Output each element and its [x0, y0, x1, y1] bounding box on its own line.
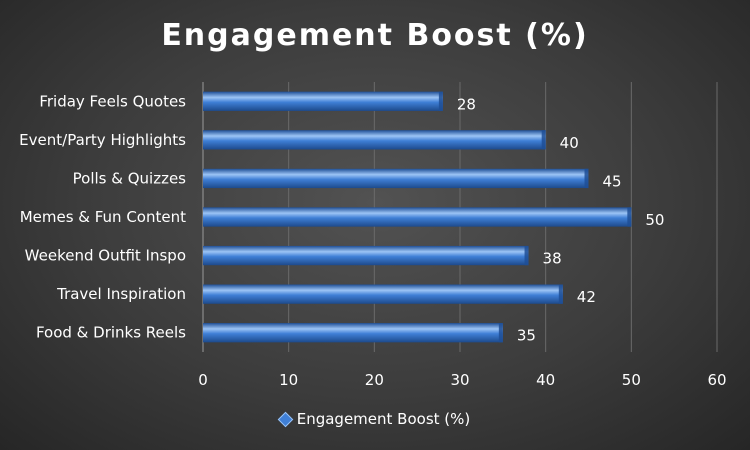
bar-cap-1: [541, 130, 546, 150]
bar-5: [203, 284, 563, 304]
x-tick-label-4: 40: [536, 371, 555, 389]
data-label-2: 45: [603, 172, 622, 190]
data-label-6: 35: [517, 327, 536, 345]
legend-swatch: [277, 411, 294, 427]
category-label-2: Polls & Quizzes: [73, 169, 187, 187]
bar-cap-3: [627, 207, 632, 227]
x-tick-label-3: 30: [450, 371, 469, 389]
category-label-6: Food & Drinks Reels: [36, 324, 186, 342]
category-label-4: Weekend Outfit Inspo: [25, 247, 186, 265]
bar-4: [203, 245, 529, 266]
bar-0: [203, 91, 443, 111]
bar-cap-5: [558, 284, 563, 304]
x-tick-label-2: 20: [365, 371, 384, 389]
data-label-3: 50: [645, 211, 664, 229]
x-tick-label-0: 0: [198, 371, 208, 389]
category-label-0: Friday Feels Quotes: [39, 92, 186, 110]
legend: Engagement Boost (%): [0, 410, 750, 428]
bar-cap-0: [438, 91, 443, 111]
x-tick-label-5: 50: [622, 371, 641, 389]
legend-label: Engagement Boost (%): [296, 410, 471, 428]
bar-2: [203, 168, 589, 189]
category-label-3: Memes & Fun Content: [20, 208, 186, 226]
bar-cap-4: [524, 245, 529, 266]
bar-cap-2: [584, 168, 589, 189]
x-tick-label-6: 60: [707, 371, 726, 389]
data-label-4: 38: [543, 250, 562, 268]
x-tick-label-1: 10: [279, 371, 298, 389]
bar-cap-6: [498, 323, 503, 343]
bar-3: [203, 207, 632, 227]
bar-6: [203, 323, 503, 343]
chart-title: Engagement Boost (%): [161, 18, 589, 53]
bar-1: [203, 130, 546, 150]
category-label-1: Event/Party Highlights: [19, 131, 186, 149]
data-label-0: 28: [457, 95, 476, 113]
category-label-5: Travel Inspiration: [56, 285, 186, 303]
data-label-1: 40: [560, 134, 579, 152]
data-label-5: 42: [577, 288, 596, 306]
